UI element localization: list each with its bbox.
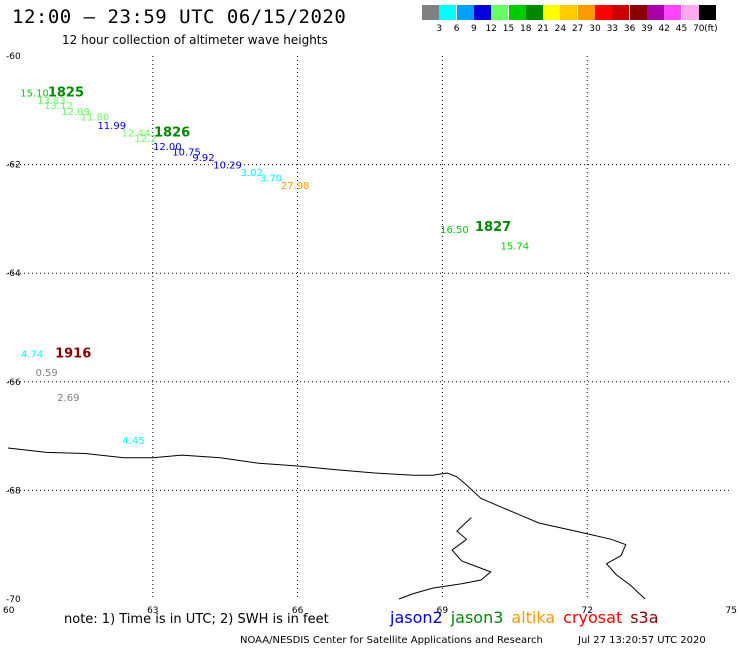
legend-label: 42	[658, 24, 670, 34]
wave-height-value: 13.83	[37, 96, 66, 107]
wave-height-value: 12.09	[61, 107, 90, 118]
wave-height-value: 27.98	[281, 181, 310, 192]
legend-label: 18	[520, 24, 532, 34]
credit-line: NOAA/NESDIS Center for Satellite Applica…	[240, 635, 543, 646]
track-time-label: 1827	[475, 220, 511, 235]
legend-swatch	[439, 5, 457, 20]
legend-swatch	[577, 5, 595, 20]
wave-height-value: 15.74	[500, 241, 529, 252]
legend-swatch	[595, 5, 612, 20]
longitude-tick-label: 69	[437, 606, 449, 616]
legend-label: 33	[606, 24, 619, 34]
wave-height-value: 3.02	[241, 168, 263, 179]
legend-label: 27	[571, 24, 584, 34]
legend-label: 70	[693, 24, 705, 34]
wave-height-value: 11.80	[81, 113, 110, 124]
wave-height-value: 4.45	[122, 436, 144, 447]
legend-swatch	[422, 5, 439, 20]
wave-height-value: 12.2	[134, 134, 156, 145]
map-title: 12:00 – 23:59 UTC 06/15/2020	[12, 6, 347, 28]
latitude-tick-label: -62	[6, 161, 21, 171]
latitude-tick-label: -66	[6, 378, 21, 388]
coastline-inlet	[398, 517, 492, 600]
satellite-legend: jason2 jason3 altika cryosat s3a	[390, 608, 667, 627]
wave-height-value: 3.70	[260, 173, 282, 184]
latitude-tick-label: -64	[6, 269, 21, 279]
legend-swatch	[629, 5, 647, 20]
wave-height-value: 12.00	[153, 142, 182, 153]
legend-swatch	[560, 5, 578, 20]
legend-label: 6	[453, 24, 460, 34]
legend-swatch	[508, 5, 526, 20]
legend-swatch	[543, 5, 561, 20]
legend-swatch	[491, 5, 509, 20]
legend-label: 30	[589, 24, 601, 34]
legend-label: 39	[641, 24, 653, 34]
longitude-tick-label: 66	[292, 606, 304, 616]
latitude-tick-label: -60	[6, 52, 21, 62]
wave-height-value: 12.44	[122, 128, 151, 139]
legend-swatch	[646, 5, 664, 20]
legend-unit: (ft)	[704, 24, 718, 34]
longitude-tick-label: 63	[147, 606, 158, 616]
legend-swatch	[525, 5, 543, 20]
wave-height-value: 9.92	[192, 153, 214, 164]
satellite-label-altika: altika	[511, 608, 556, 627]
wave-height-value: 11.99	[97, 121, 126, 132]
track-time-label: 1826	[154, 125, 190, 140]
legend-swatch	[681, 5, 699, 20]
coastline	[7, 447, 646, 600]
wave-height-value: 16.50	[440, 225, 469, 236]
map-subtitle: 12 hour collection of altimeter wave hei…	[62, 33, 328, 47]
wave-height-value: 2.69	[57, 393, 79, 404]
legend-swatch	[473, 5, 491, 20]
legend-swatch	[456, 5, 474, 20]
satellite-label-s3a: s3a	[630, 608, 659, 627]
wave-height-value: 4.74	[21, 349, 43, 360]
legend-swatch	[612, 5, 630, 20]
satellite-label-jason2: jason2	[390, 608, 443, 627]
footnote: note: 1) Time is in UTC; 2) SWH is in fe…	[64, 612, 329, 627]
satellite-label-jason3: jason3	[450, 608, 504, 627]
longitude-tick-label: 72	[581, 606, 592, 616]
generation-timestamp: Jul 27 13:20:57 UTC 2020	[578, 635, 706, 646]
legend-label: 3	[436, 24, 443, 34]
latitude-tick-label: -68	[6, 486, 21, 496]
satellite-label-cryosat: cryosat	[563, 608, 623, 627]
track-time-label: 1825	[48, 86, 84, 101]
track-time-label: 1916	[55, 346, 91, 361]
legend-label: 12	[485, 24, 497, 34]
legend-label: 15	[502, 24, 515, 34]
latitude-tick-label: -70	[6, 595, 21, 605]
longitude-tick-label: 75	[726, 606, 737, 616]
wave-height-value: 10.75	[172, 147, 201, 158]
wave-height-value: 10.29	[213, 160, 242, 171]
wave-height-value: 15.10	[20, 89, 49, 100]
legend-swatch	[698, 5, 716, 20]
longitude-tick-label: 60	[3, 606, 15, 616]
legend-label: 45	[675, 24, 688, 34]
wave-height-value: 0.59	[35, 368, 57, 379]
wave-height-value: 13.12	[44, 101, 73, 112]
legend-label: 21	[537, 24, 549, 34]
legend-swatch	[664, 5, 682, 20]
legend-label: 9	[471, 24, 477, 34]
legend-label: 24	[554, 24, 567, 34]
legend-label: 36	[623, 24, 636, 34]
